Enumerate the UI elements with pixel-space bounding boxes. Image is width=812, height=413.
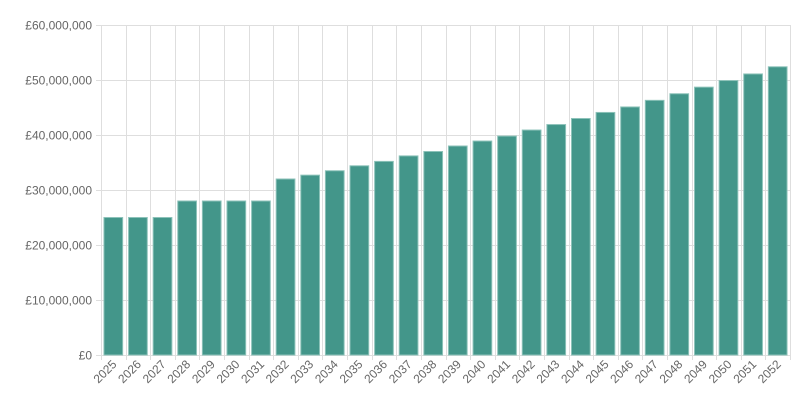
x-tick-label: 2048 xyxy=(657,357,686,386)
y-tick-label: £60,000,000 xyxy=(25,19,92,33)
x-axis: 2025202620272028202920302031203220332034… xyxy=(91,357,784,386)
bar-2048[interactable] xyxy=(669,93,690,356)
bar-2027[interactable] xyxy=(152,217,173,356)
x-tick-label: 2031 xyxy=(238,357,267,386)
bar-2031[interactable] xyxy=(251,200,271,356)
y-tick-label: £40,000,000 xyxy=(25,129,92,143)
y-tick-label: £20,000,000 xyxy=(25,239,92,253)
x-tick-label: 2038 xyxy=(411,357,440,386)
bars xyxy=(103,66,788,356)
bar-2042[interactable] xyxy=(521,129,542,356)
bar-2039[interactable] xyxy=(447,145,468,356)
y-tick-label: £0 xyxy=(79,349,93,363)
bar-2036[interactable] xyxy=(374,160,394,356)
x-tick-label: 2044 xyxy=(558,357,587,386)
bar-2038[interactable] xyxy=(423,151,444,356)
x-tick-label: 2036 xyxy=(361,357,390,386)
bar-2052[interactable] xyxy=(767,66,788,356)
x-tick-label: 2026 xyxy=(115,357,144,386)
x-tick-label: 2034 xyxy=(312,357,341,386)
x-tick-label: 2047 xyxy=(632,357,661,386)
x-tick-label: 2049 xyxy=(681,357,710,386)
x-tick-label: 2042 xyxy=(509,357,538,386)
x-tick-label: 2029 xyxy=(189,357,218,386)
bar-2051[interactable] xyxy=(743,73,763,356)
x-tick-label: 2050 xyxy=(706,357,735,386)
x-tick-label: 2040 xyxy=(460,357,489,386)
x-tick-label: 2030 xyxy=(214,357,243,386)
y-axis: £0 £10,000,000 £20,000,000 £30,000,000 £40,0… xyxy=(25,19,92,363)
bar-2037[interactable] xyxy=(398,155,419,356)
x-tick-label: 2032 xyxy=(263,357,292,386)
bar-2034[interactable] xyxy=(324,170,345,356)
bar-2026[interactable] xyxy=(128,217,148,356)
bar-2044[interactable] xyxy=(570,118,591,356)
bar-2050[interactable] xyxy=(718,80,739,356)
bar-2047[interactable] xyxy=(644,99,665,356)
bar-2045[interactable] xyxy=(595,111,616,356)
bar-2040[interactable] xyxy=(472,140,493,356)
x-tick-label: 2028 xyxy=(164,357,193,386)
y-tick-label: £30,000,000 xyxy=(25,184,92,198)
x-tick-label: 2037 xyxy=(386,357,415,386)
x-tick-label: 2035 xyxy=(337,357,366,386)
x-tick-label: 2052 xyxy=(755,357,784,386)
x-tick-label: 2027 xyxy=(140,357,169,386)
bar-2043[interactable] xyxy=(546,124,567,356)
y-tick-label: £10,000,000 xyxy=(25,294,92,308)
x-tick-label: 2045 xyxy=(583,357,612,386)
bar-2029[interactable] xyxy=(201,200,222,356)
bar-2035[interactable] xyxy=(349,165,370,356)
x-tick-label: 2046 xyxy=(607,357,636,386)
bar-2032[interactable] xyxy=(275,178,296,356)
bar-2049[interactable] xyxy=(694,86,714,356)
bar-2028[interactable] xyxy=(177,200,197,356)
bar-2041[interactable] xyxy=(497,135,517,356)
x-tick-label: 2041 xyxy=(484,357,513,386)
y-tick-label: £50,000,000 xyxy=(25,74,92,88)
bar-2046[interactable] xyxy=(620,106,640,356)
x-tick-label: 2051 xyxy=(730,357,759,386)
x-tick-label: 2025 xyxy=(91,357,120,386)
x-tick-label: 2043 xyxy=(534,357,563,386)
grid xyxy=(96,25,791,360)
x-tick-label: 2039 xyxy=(435,357,464,386)
bar-2033[interactable] xyxy=(300,174,321,356)
bar-2025[interactable] xyxy=(103,217,124,356)
bar-2030[interactable] xyxy=(226,200,247,356)
x-tick-label: 2033 xyxy=(288,357,317,386)
